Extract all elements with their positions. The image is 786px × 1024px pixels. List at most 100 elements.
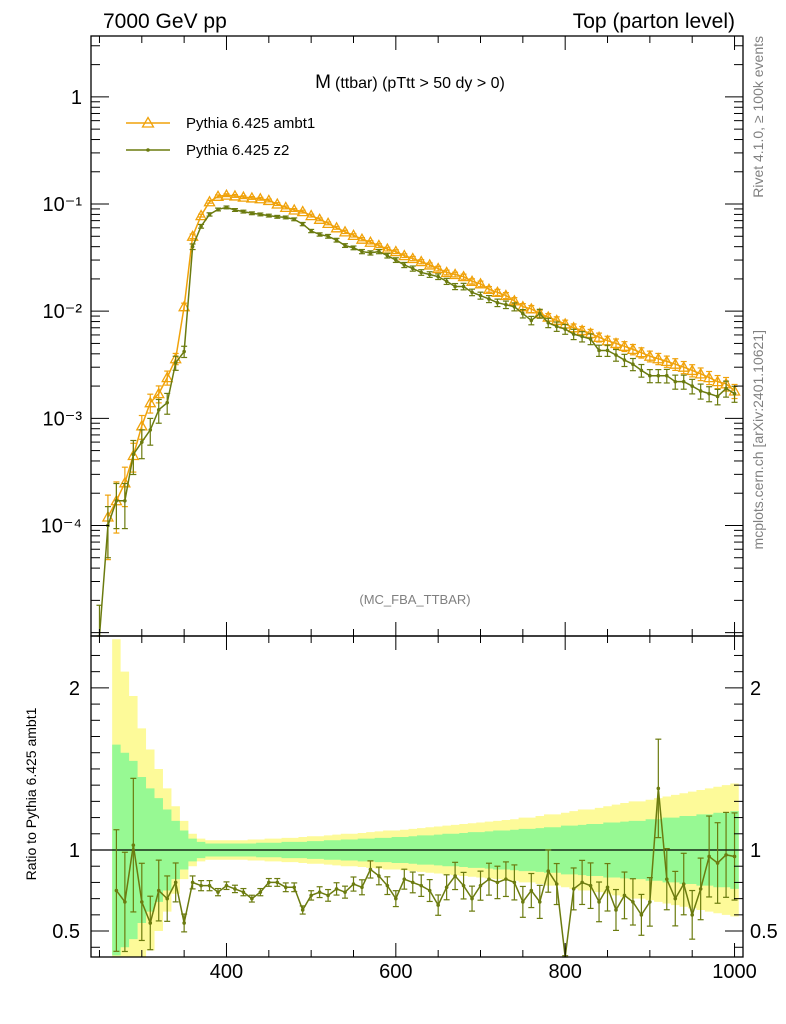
- ratio-point: [300, 908, 305, 912]
- data-point: [465, 274, 479, 286]
- ratio-point: [182, 921, 186, 925]
- data-point: [237, 190, 250, 202]
- data-point: [292, 217, 297, 222]
- data-point: [394, 258, 398, 262]
- y-tick-label: 10⁻³: [43, 408, 83, 430]
- data-point: [156, 408, 161, 412]
- legend-label-z2: Pythia 6.425 z2: [186, 142, 289, 159]
- data-point: [321, 217, 335, 229]
- ratio-point: [140, 900, 144, 904]
- data-point: [398, 249, 411, 261]
- header-right-label: Top (parton level): [573, 10, 735, 33]
- data-point: [224, 205, 229, 210]
- ratio-point: [385, 883, 390, 888]
- data-point: [707, 391, 711, 396]
- series-z2: [96, 205, 738, 637]
- x-tick-label: 800: [548, 961, 581, 983]
- data-point: [711, 375, 724, 387]
- data-point: [254, 192, 267, 204]
- data-point: [178, 300, 191, 312]
- ratio-point: [419, 883, 424, 888]
- data-point: [216, 207, 220, 212]
- data-point: [410, 266, 415, 271]
- ratio-point: [605, 885, 610, 890]
- ratio-series-z2: [113, 738, 738, 958]
- chart-title-sub: (ttbar) (pTtt > 50 dy > 0): [335, 75, 505, 92]
- ratio-y-tick-label-right: 1: [750, 840, 761, 862]
- data-point: [144, 396, 157, 408]
- data-point: [402, 263, 407, 267]
- data-point: [592, 330, 606, 342]
- ratio-point: [453, 874, 457, 878]
- data-point: [258, 212, 263, 217]
- data-point: [470, 290, 474, 295]
- ratio-point: [360, 885, 364, 890]
- data-point: [478, 293, 483, 298]
- data-point: [326, 234, 330, 239]
- data-point: [338, 225, 352, 237]
- data-point: [703, 371, 716, 383]
- side-label-rivet: Rivet 4.1.0, ≥ 100k events: [750, 36, 766, 198]
- data-point: [461, 284, 466, 289]
- data-point: [677, 360, 690, 372]
- data-point: [487, 297, 491, 301]
- data-point: [609, 337, 623, 349]
- data-point: [296, 205, 309, 217]
- data-point: [385, 253, 390, 258]
- ratio-point: [639, 913, 644, 917]
- chart-title-main: M: [315, 72, 331, 93]
- ratio-point: [199, 883, 203, 888]
- ratio-point: [250, 896, 254, 901]
- data-point: [250, 211, 254, 216]
- data-point: [355, 232, 369, 244]
- ratio-point: [614, 908, 618, 912]
- ratio-y-tick-label: 0.5: [52, 921, 80, 943]
- data-point: [241, 209, 246, 214]
- data-point: [444, 279, 449, 284]
- ratio-point: [690, 913, 694, 917]
- ratio-point: [156, 888, 161, 893]
- x-tick-label: 600: [379, 961, 412, 983]
- data-point: [275, 215, 280, 219]
- data-point: [622, 358, 627, 362]
- data-point: [288, 203, 301, 215]
- data-point: [343, 243, 347, 248]
- data-point: [161, 371, 174, 383]
- data-point: [207, 212, 212, 217]
- header-left-label: 7000 GeV pp: [103, 10, 227, 33]
- ratio-point: [233, 887, 237, 891]
- data-point: [364, 235, 377, 247]
- data-point: [360, 249, 364, 254]
- ratio-point: [529, 888, 534, 893]
- data-point: [537, 311, 542, 316]
- ratio-point: [715, 861, 720, 865]
- data-point: [724, 386, 728, 391]
- ratio-point: [326, 893, 330, 898]
- ratio-point: [275, 880, 280, 885]
- axes: 400 600 800 1000 10⁻⁴ 10⁻³ 10⁻² 10⁻¹ 1 0.5 0.5 1 1 2 2: [41, 35, 778, 983]
- series-line: [98, 206, 735, 637]
- legend-label-ambt1: Pythia 6.425 ambt1: [186, 115, 315, 132]
- data-point: [317, 232, 322, 237]
- data-point: [512, 304, 517, 309]
- ratio-point: [681, 882, 686, 886]
- data-point: [694, 367, 707, 379]
- ratio-point: [427, 888, 432, 893]
- ratio-point: [656, 786, 661, 791]
- data-point: [639, 368, 644, 373]
- ratio-point: [495, 880, 500, 885]
- ratio-point: [444, 885, 449, 890]
- ratio-point: [571, 887, 576, 891]
- data-point: [123, 498, 127, 503]
- ratio-point: [521, 900, 525, 904]
- data-point: [233, 208, 237, 212]
- data-point: [482, 282, 496, 294]
- ratio-point: [114, 888, 119, 893]
- data-point: [389, 245, 402, 257]
- data-point: [546, 320, 551, 325]
- x-tick-label: 400: [210, 961, 243, 983]
- ratio-point: [478, 883, 483, 888]
- data-point: [635, 346, 648, 358]
- data-point: [173, 360, 178, 365]
